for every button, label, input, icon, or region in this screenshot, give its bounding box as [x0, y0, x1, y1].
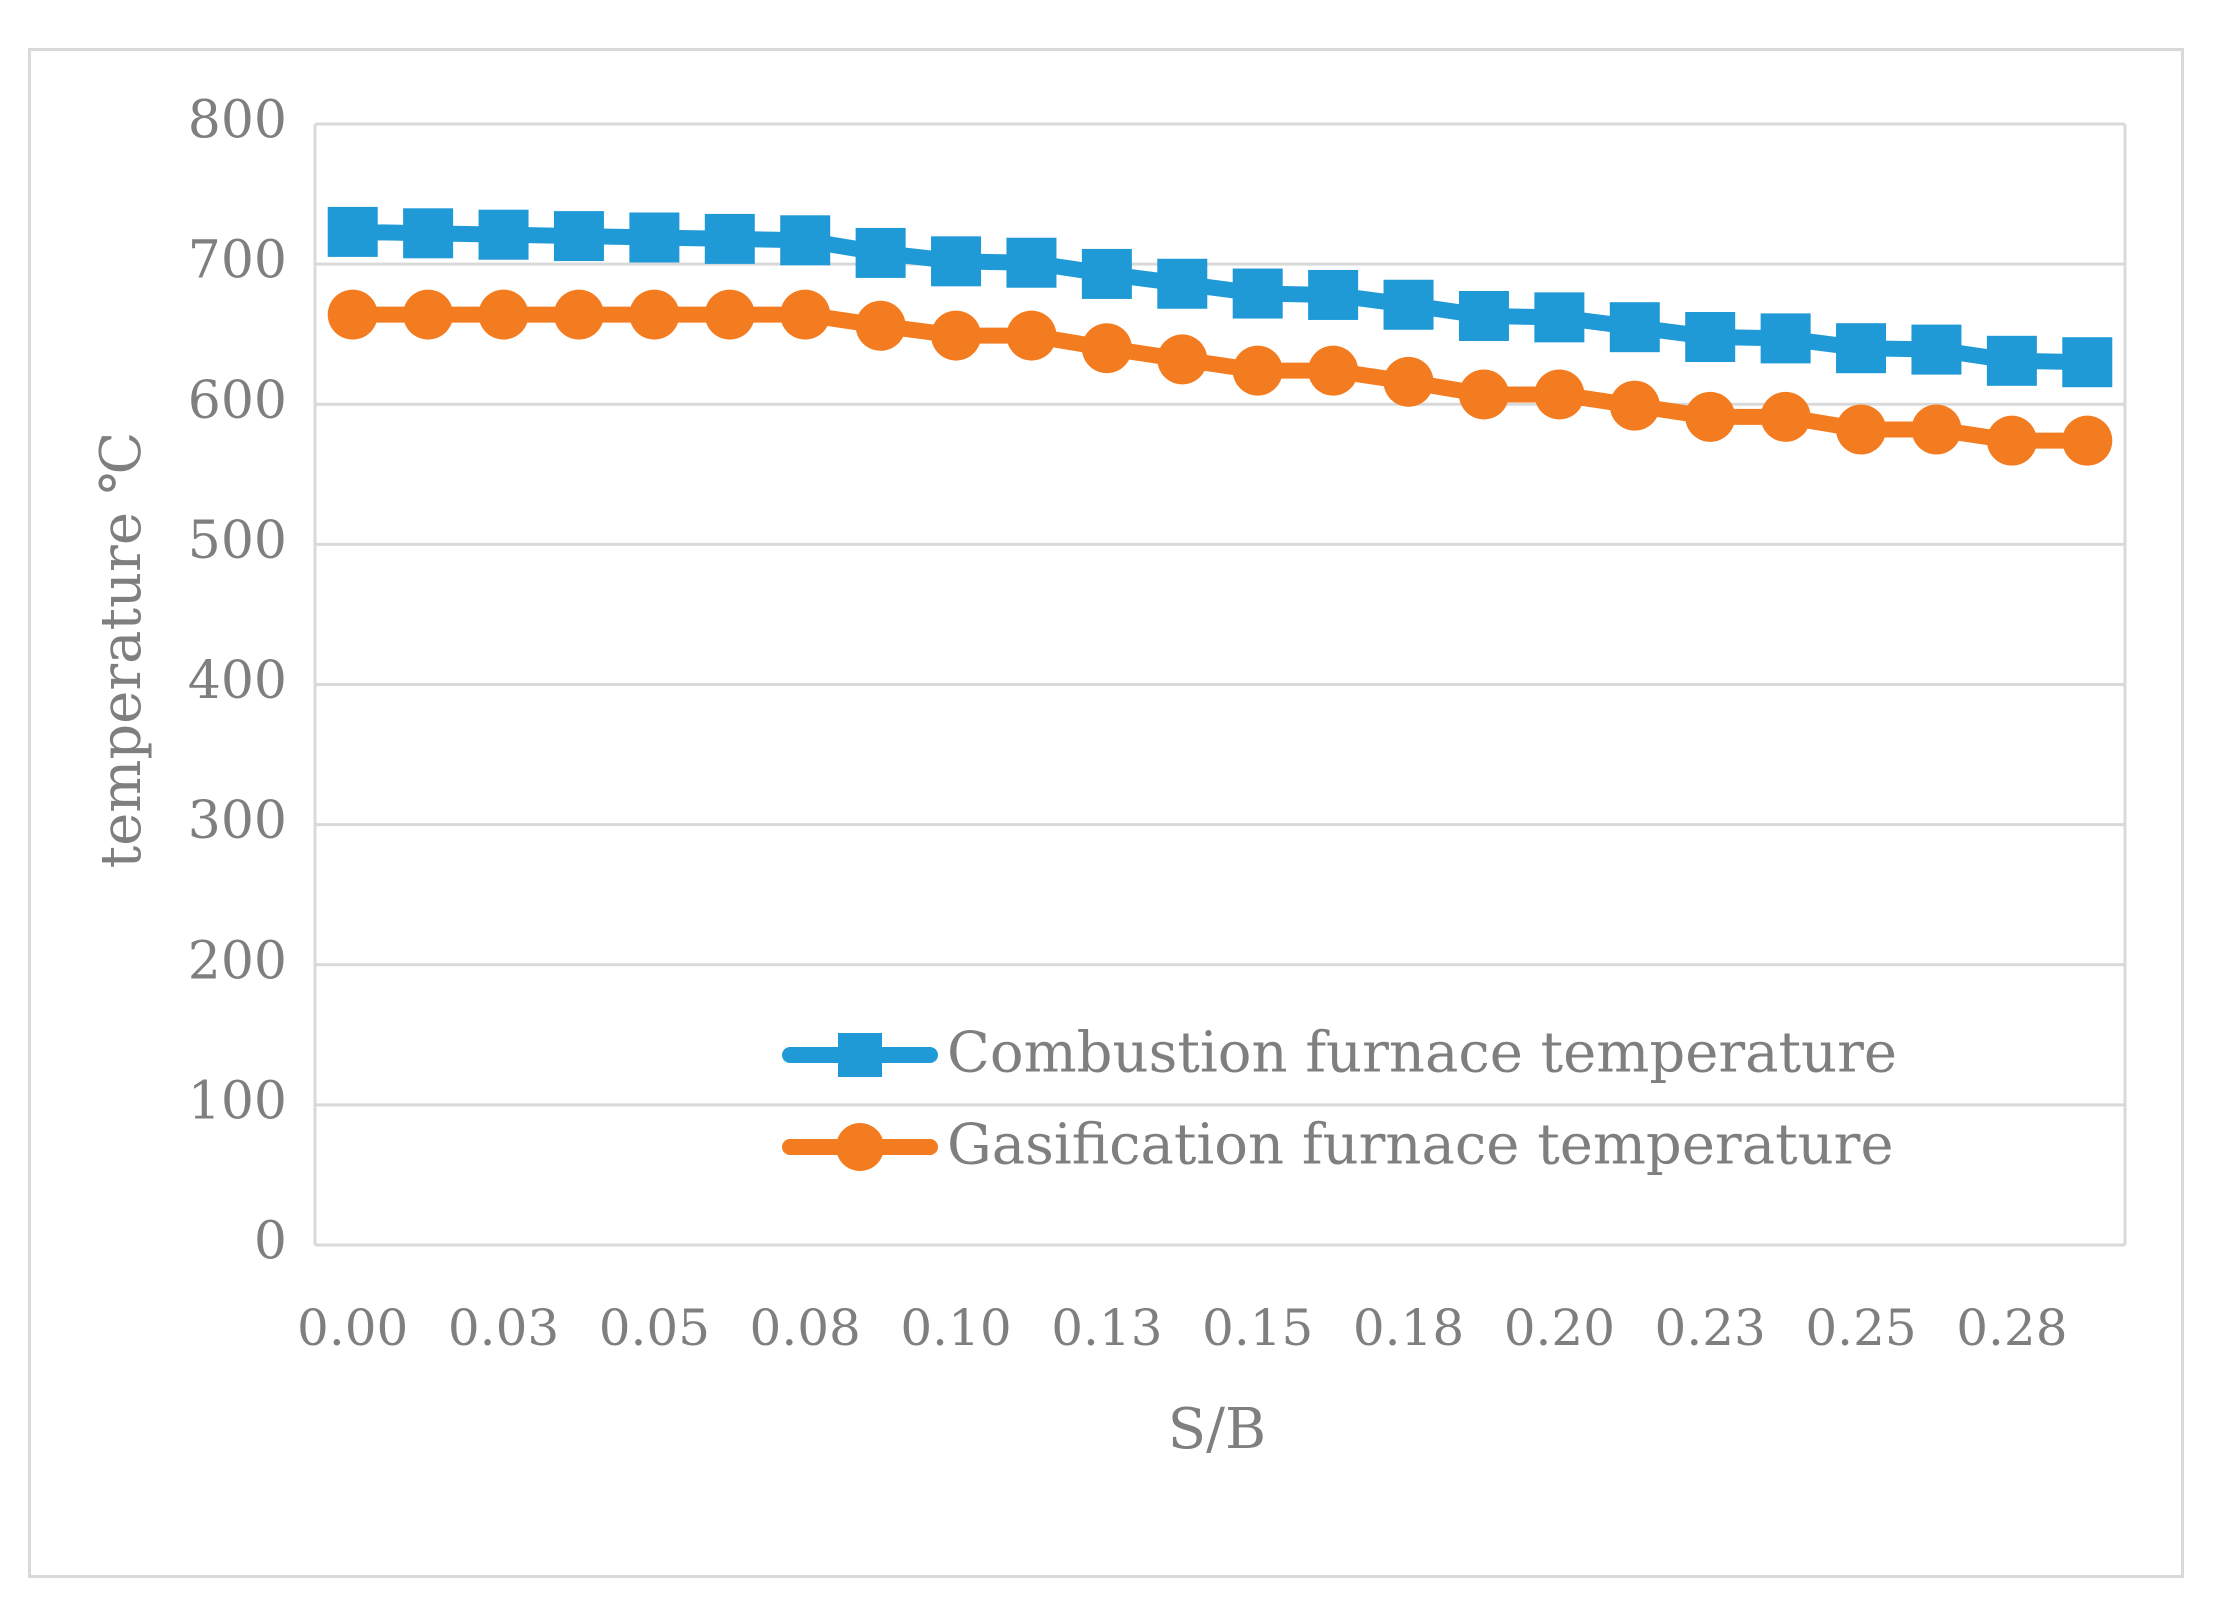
- data-point-combustion-4: [629, 212, 680, 263]
- series-line-gasification: [344, 306, 2096, 449]
- data-point-gasification-2: [478, 289, 529, 340]
- x-tick-label-0.10: 0.10: [900, 1299, 1011, 1357]
- data-point-gasification-18: [1685, 391, 1736, 442]
- data-point-gasification-1: [403, 289, 454, 340]
- y-tick-label-700: 700: [188, 231, 287, 291]
- y-tick-label-100: 100: [188, 1071, 287, 1131]
- x-tick-label-0.15: 0.15: [1202, 1299, 1313, 1357]
- legend-marker-gasification: [836, 1123, 884, 1171]
- data-point-combustion-2: [478, 209, 529, 260]
- y-tick-label-200: 200: [188, 931, 287, 991]
- x-tick-label-0.13: 0.13: [1051, 1299, 1162, 1357]
- x-tick-label-0.25: 0.25: [1805, 1299, 1916, 1357]
- data-point-gasification-11: [1157, 334, 1208, 385]
- legend-item-gasification: Gasification furnace temperature: [782, 1113, 1894, 1178]
- data-point-combustion-11: [1157, 258, 1208, 309]
- y-tick-label-300: 300: [188, 791, 287, 851]
- y-tick-label-500: 500: [188, 511, 287, 571]
- plot-area: [313, 124, 2127, 1247]
- legend-label-gasification: Gasification furnace temperature: [947, 1113, 1894, 1178]
- data-point-combustion-8: [931, 236, 982, 287]
- data-point-combustion-10: [1081, 248, 1132, 299]
- data-point-combustion-22: [1986, 335, 2037, 386]
- data-point-gasification-21: [1911, 404, 1962, 455]
- series-group: [327, 206, 2113, 466]
- series-line-combustion: [344, 223, 2096, 371]
- data-point-combustion-3: [553, 211, 604, 262]
- legend-marker-combustion: [838, 1033, 882, 1077]
- legend-item-combustion: Combustion furnace temperature: [782, 1021, 1897, 1086]
- data-point-combustion-17: [1609, 302, 1660, 353]
- data-point-gasification-17: [1609, 380, 1660, 431]
- data-point-gasification-4: [629, 289, 680, 340]
- x-tick-label-0.28: 0.28: [1956, 1299, 2067, 1357]
- data-point-combustion-16: [1534, 292, 1585, 343]
- y-axis-title: temperature ℃: [89, 432, 154, 869]
- data-point-gasification-14: [1383, 356, 1434, 407]
- x-tick-label-0.18: 0.18: [1353, 1299, 1464, 1357]
- data-point-combustion-9: [1006, 237, 1057, 288]
- y-tick-label-800: 800: [188, 91, 287, 151]
- data-point-combustion-18: [1685, 311, 1736, 362]
- data-point-gasification-10: [1081, 323, 1132, 374]
- x-tick-label-0.20: 0.20: [1504, 1299, 1615, 1357]
- data-point-combustion-14: [1383, 279, 1434, 330]
- data-point-gasification-8: [931, 310, 982, 361]
- data-point-combustion-6: [780, 215, 831, 266]
- data-point-gasification-19: [1760, 391, 1811, 442]
- y-tick-label-400: 400: [188, 651, 287, 711]
- x-tick-label-0.23: 0.23: [1655, 1299, 1766, 1357]
- data-point-gasification-20: [1836, 404, 1887, 455]
- data-point-combustion-1: [403, 208, 454, 259]
- y-tick-label-600: 600: [188, 371, 287, 431]
- data-point-gasification-5: [704, 289, 755, 340]
- data-point-gasification-9: [1006, 310, 1057, 361]
- data-point-gasification-22: [1986, 415, 2037, 466]
- data-point-combustion-19: [1760, 313, 1811, 364]
- data-point-combustion-7: [855, 227, 906, 278]
- x-axis-ticks: 0.00 0.03 0.05 0.08 0.10 0.13 0.15 0.18 0.20 0.23…: [297, 1299, 2067, 1357]
- data-point-gasification-7: [855, 300, 906, 351]
- x-tick-label-0.00: 0.00: [297, 1299, 408, 1357]
- y-tick-label-0: 0: [254, 1212, 287, 1272]
- x-tick-label-0.03: 0.03: [448, 1299, 559, 1357]
- data-point-gasification-13: [1308, 345, 1359, 396]
- data-point-combustion-15: [1458, 290, 1509, 341]
- x-tick-label-0.08: 0.08: [750, 1299, 861, 1357]
- data-point-combustion-21: [1911, 324, 1962, 375]
- data-point-gasification-3: [553, 289, 604, 340]
- data-point-gasification-15: [1458, 369, 1509, 420]
- data-point-combustion-5: [704, 213, 755, 264]
- data-point-gasification-16: [1534, 369, 1585, 420]
- legend-label-combustion: Combustion furnace temperature: [947, 1021, 1897, 1086]
- data-point-gasification-23: [2062, 415, 2113, 466]
- data-point-gasification-6: [780, 289, 831, 340]
- y-axis-ticks: 0 100 200 300 400 500 600 700 800: [188, 91, 287, 1272]
- x-axis-title: S/B: [1168, 1397, 1266, 1462]
- data-point-gasification-0: [327, 289, 378, 340]
- data-point-combustion-20: [1836, 323, 1887, 374]
- data-point-combustion-13: [1308, 269, 1359, 320]
- chart-frame: [28, 48, 2184, 1578]
- gridlines: [315, 122, 2125, 1107]
- x-tick-label-0.05: 0.05: [599, 1299, 710, 1357]
- data-point-gasification-12: [1232, 345, 1283, 396]
- legend: Combustion furnace temperature Gasificat…: [782, 1021, 1897, 1178]
- data-point-combustion-12: [1232, 268, 1283, 319]
- data-point-combustion-0: [327, 206, 378, 257]
- data-point-combustion-23: [2062, 337, 2113, 388]
